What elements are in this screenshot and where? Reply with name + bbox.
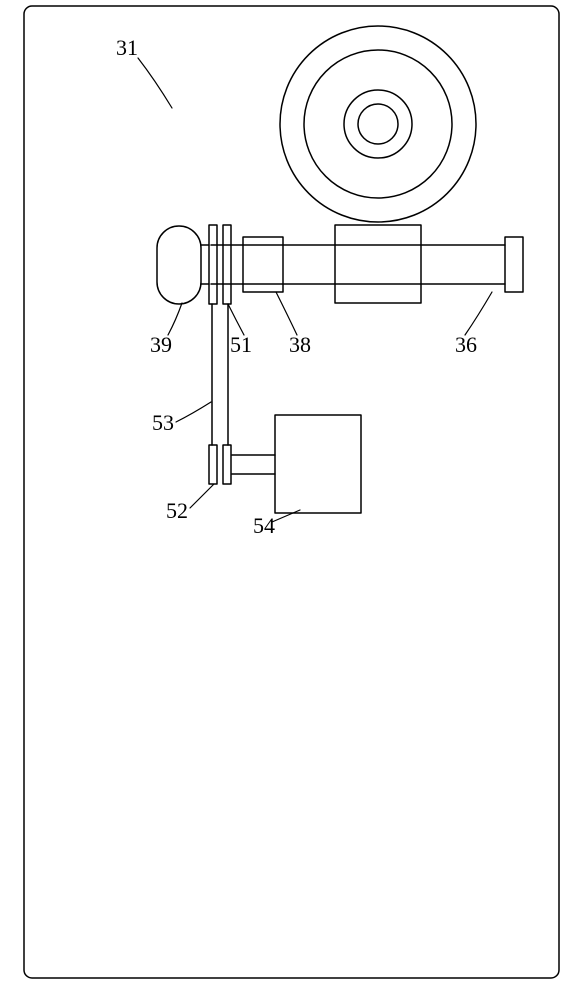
roller-block [335,225,421,303]
label-38: 38 [289,332,311,357]
leader-l54 [272,510,300,522]
leader-l39 [168,303,182,335]
pulley-52 [209,445,231,484]
leader-l53 [176,402,211,422]
pulley-51 [209,225,231,304]
label-39: 39 [150,332,172,357]
end-bearing-36 [505,237,523,292]
leader-l38 [276,292,297,335]
label-52: 52 [166,498,188,523]
leader-l36 [465,292,492,335]
label-51: 51 [230,332,252,357]
leader-l52 [190,484,214,508]
label-31: 31 [116,35,138,60]
leader-l51 [228,304,244,335]
wheel [280,26,476,222]
label-53: 53 [152,410,174,435]
label-36: 36 [455,332,477,357]
leader-l31 [138,58,172,108]
motor-54 [275,415,361,513]
label-54: 54 [253,513,275,538]
engine-39 [157,226,201,304]
